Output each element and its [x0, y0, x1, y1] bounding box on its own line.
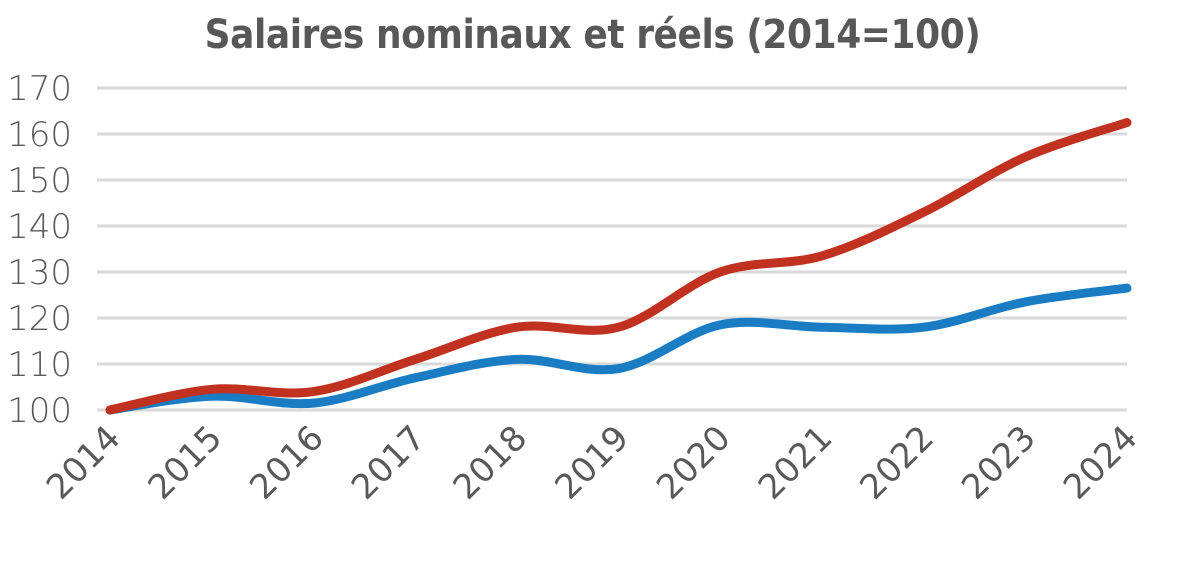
chart-title: Salaires nominaux et réels (2014=100): [204, 12, 981, 58]
x-tick-label: 2021: [751, 418, 840, 507]
y-tick-label: 150: [7, 161, 72, 201]
x-tick-label: 2016: [242, 418, 331, 507]
y-tick-label: 110: [7, 345, 72, 385]
x-tick-label: 2015: [141, 418, 230, 507]
y-tick-label: 100: [7, 391, 72, 431]
y-tick-label: 120: [7, 299, 72, 339]
y-tick-label: 130: [7, 253, 72, 293]
x-tick-label: 2017: [344, 418, 433, 507]
series-line-0: [105, 118, 1132, 415]
x-tick-label: 2024: [1056, 418, 1145, 507]
x-tick-label: 2023: [954, 418, 1043, 507]
x-tick-label: 2014: [39, 418, 128, 507]
x-tick-label: 2020: [649, 418, 738, 507]
y-tick-label: 160: [7, 115, 72, 155]
x-tick-label: 2022: [852, 418, 941, 507]
y-tick-label: 140: [7, 207, 72, 247]
y-tick-label: 170: [7, 69, 72, 109]
x-tick-label: 2018: [446, 418, 535, 507]
x-tick-label: 2019: [547, 418, 636, 507]
